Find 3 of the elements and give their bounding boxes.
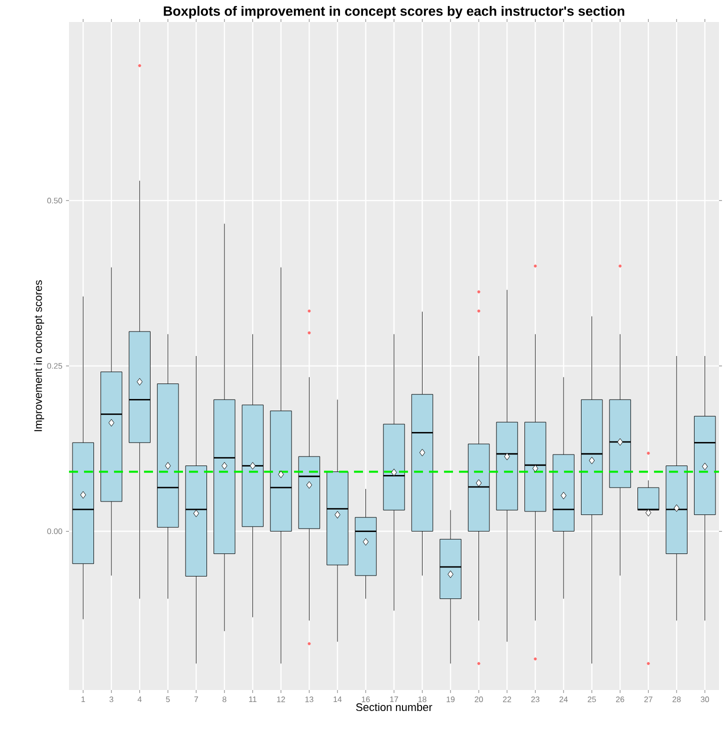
x-axis-title: Section number: [356, 703, 432, 712]
chart-title: Boxplots of improvement in concept scores by each instructor's section: [164, 6, 624, 18]
y-axis-title: Improvement in concept scores: [34, 280, 44, 432]
